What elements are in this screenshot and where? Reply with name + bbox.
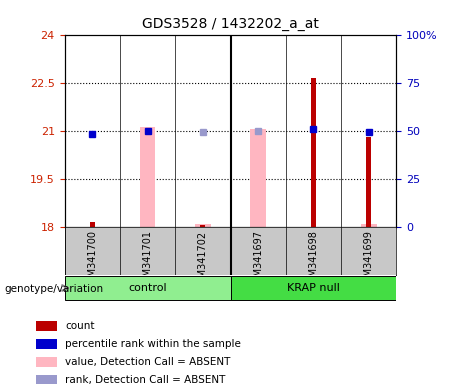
Bar: [311, 78, 316, 227]
Text: GSM341698: GSM341698: [308, 230, 319, 289]
Bar: [366, 137, 371, 227]
Text: value, Detection Call = ABSENT: value, Detection Call = ABSENT: [65, 357, 231, 367]
Text: KRAP null: KRAP null: [287, 283, 340, 293]
Text: percentile rank within the sample: percentile rank within the sample: [65, 339, 242, 349]
Bar: [250, 129, 266, 227]
Text: GSM341700: GSM341700: [87, 230, 97, 290]
Bar: [201, 225, 205, 227]
Text: GSM341699: GSM341699: [364, 230, 374, 289]
Bar: [90, 222, 95, 227]
Text: GSM341702: GSM341702: [198, 230, 208, 290]
Bar: [140, 127, 155, 227]
Text: GSM341701: GSM341701: [142, 230, 153, 290]
Text: control: control: [128, 283, 167, 293]
Bar: [36, 375, 57, 384]
Bar: [36, 357, 57, 367]
Bar: [195, 224, 211, 227]
Text: genotype/variation: genotype/variation: [5, 284, 104, 294]
FancyBboxPatch shape: [230, 276, 396, 300]
FancyBboxPatch shape: [65, 276, 230, 300]
Title: GDS3528 / 1432202_a_at: GDS3528 / 1432202_a_at: [142, 17, 319, 31]
Text: count: count: [65, 321, 95, 331]
Bar: [361, 224, 377, 227]
Bar: [36, 339, 57, 349]
Bar: [36, 321, 57, 331]
Text: GSM341697: GSM341697: [253, 230, 263, 290]
Text: rank, Detection Call = ABSENT: rank, Detection Call = ABSENT: [65, 375, 226, 384]
